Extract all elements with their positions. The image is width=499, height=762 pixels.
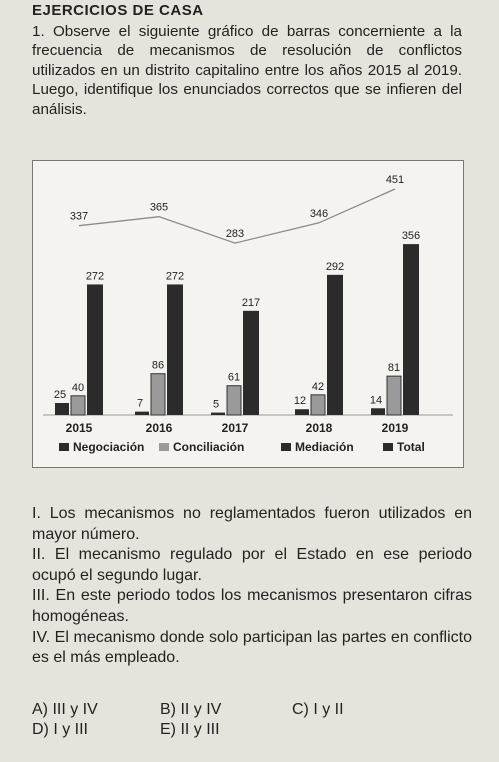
bar-negociacin-2016 [135, 411, 149, 415]
bar-value-label: 25 [54, 389, 66, 401]
bar-value-label: 81 [388, 362, 400, 374]
bar-conciliacin-2017 [226, 385, 242, 416]
bar-negociacin-2015 [55, 403, 69, 415]
legend-swatch [59, 443, 69, 451]
total-line [78, 188, 396, 244]
statement-3: III. En este periodo todos los mecanismo… [32, 587, 472, 625]
exercise-heading: EJERCICIOS DE CASA [32, 2, 204, 19]
bar-value-label: 42 [312, 381, 324, 393]
option-d[interactable]: D) I y III [32, 721, 88, 738]
bar-mediacin-2019 [403, 244, 419, 415]
bar-mediacin-2018 [327, 274, 343, 415]
legend-swatch [383, 443, 393, 451]
question-intro: 1. Observe el siguiente gráfico de barra… [32, 23, 462, 118]
statement-1: I. Los mecanismos no reglamentados fuero… [32, 505, 472, 543]
option-a[interactable]: A) III y IV [32, 701, 98, 718]
legend-label: Negociación [73, 440, 144, 454]
bar-conciliacin-2015 [70, 395, 86, 416]
option-b[interactable]: B) II y IV [160, 701, 222, 718]
bar-value-label: 272 [166, 270, 184, 282]
bar-conciliacin-2016 [150, 373, 166, 416]
x-tick-label: 2016 [146, 421, 173, 435]
total-value-label: 451 [386, 174, 404, 186]
bar-negociacin-2018 [295, 409, 309, 415]
option-c[interactable]: C) I y II [292, 701, 344, 718]
legend-label: Conciliación [173, 440, 244, 454]
total-value-label: 365 [150, 202, 168, 214]
x-tick-label: 2015 [66, 421, 93, 435]
bar-negociacin-2017 [211, 412, 225, 415]
bar-value-label: 272 [86, 270, 104, 282]
total-value-label: 346 [310, 208, 328, 220]
x-tick-label: 2019 [382, 421, 409, 435]
bar-mediacin-2017 [243, 310, 259, 415]
bar-mediacin-2015 [87, 284, 103, 415]
bar-value-label: 356 [402, 230, 420, 242]
bar-value-label: 7 [137, 398, 143, 410]
x-tick-label: 2017 [222, 421, 249, 435]
bar-value-label: 86 [152, 360, 164, 372]
bar-negociacin-2019 [371, 408, 385, 415]
statement-2: II. El mecanismo regulado por el Estado … [32, 546, 472, 584]
chart-canvas: 25 40 272 2015 7 86 272 2016 5 61 217 2017 12 42 292 20… [43, 174, 453, 454]
legend-swatch [159, 443, 169, 451]
bar-conciliacin-2019 [386, 375, 402, 416]
option-e[interactable]: E) II y III [160, 721, 220, 738]
bar-chart: 25 40 272 2015 7 86 272 2016 5 61 217 2017 12 42 292 20… [32, 160, 464, 468]
bar-conciliacin-2018 [310, 394, 326, 416]
total-value-label: 283 [226, 228, 244, 240]
legend-label: Mediación [295, 440, 354, 454]
bar-value-label: 217 [242, 297, 260, 309]
bar-mediacin-2016 [167, 284, 183, 415]
bar-value-label: 40 [72, 382, 84, 394]
statements-list: I. Los mecanismos no reglamentados fuero… [32, 504, 472, 669]
bar-value-label: 292 [326, 261, 344, 273]
total-value-label: 337 [70, 211, 88, 223]
bar-value-label: 5 [213, 399, 219, 411]
bar-value-label: 12 [294, 395, 306, 407]
legend-label: Total [397, 440, 425, 454]
bar-value-label: 14 [370, 394, 382, 406]
x-tick-label: 2018 [306, 421, 333, 435]
bar-value-label: 61 [228, 372, 240, 384]
statement-4: IV. El mecanismo donde solo participan l… [32, 628, 472, 667]
legend-swatch [281, 443, 291, 451]
